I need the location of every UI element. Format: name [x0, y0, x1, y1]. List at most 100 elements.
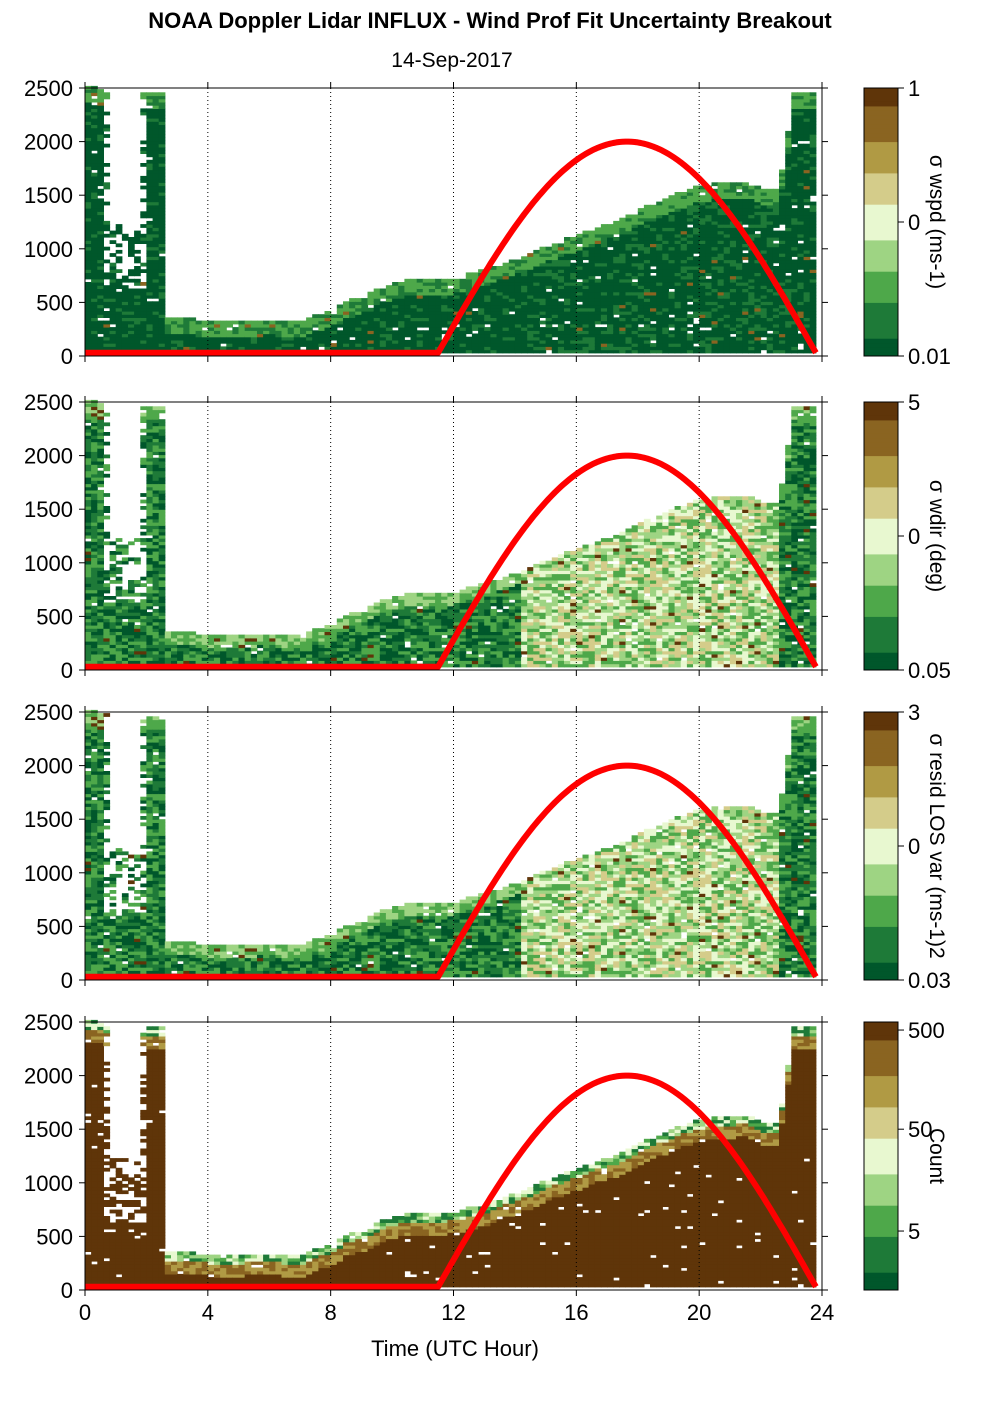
heatmap-cell — [91, 580, 98, 584]
heatmap-cell — [220, 346, 227, 350]
heatmap-cell — [386, 327, 393, 331]
heatmap-cell — [85, 580, 92, 584]
heatmap-cell — [140, 548, 147, 552]
heatmap-cell — [349, 298, 356, 302]
heatmap-cell — [159, 641, 166, 645]
heatmap-cell — [91, 461, 98, 465]
heatmap-cell — [515, 327, 522, 331]
heatmap-cell — [85, 147, 92, 151]
heatmap-cell — [140, 211, 147, 215]
heatmap-cell — [681, 227, 688, 231]
heatmap-cell — [699, 289, 706, 293]
heatmap-cell — [91, 186, 98, 190]
heatmap-cell — [263, 346, 270, 350]
heatmap-cell — [650, 308, 657, 312]
heatmap-cell — [632, 266, 639, 270]
heatmap-cell — [128, 237, 135, 241]
heatmap-cell — [650, 269, 657, 273]
heatmap-cell — [804, 289, 811, 293]
heatmap-cell — [134, 641, 141, 645]
colorbar-swatch — [864, 267, 898, 272]
heatmap-cell — [110, 622, 117, 626]
heatmap-cell — [97, 166, 104, 170]
heatmap-cell — [146, 147, 153, 151]
heatmap-cell — [146, 580, 153, 584]
heatmap-cell — [91, 147, 98, 151]
heatmap-cell — [638, 327, 645, 331]
heatmap-cell — [134, 561, 141, 565]
heatmap-cell — [644, 327, 651, 331]
heatmap-cell — [85, 622, 92, 626]
heatmap-cell — [533, 308, 540, 312]
heatmap-cell — [196, 321, 203, 325]
y-tick-label: 1000 — [24, 237, 73, 262]
heatmap-cell — [91, 208, 98, 212]
heatmap-cell — [97, 289, 104, 293]
heatmap-cell — [718, 346, 725, 350]
heatmap-cell — [122, 557, 129, 561]
heatmap-cell — [103, 112, 110, 116]
heatmap-cell — [712, 266, 719, 270]
heatmap-cell — [116, 586, 123, 590]
heatmap-cell — [748, 327, 755, 331]
heatmap-cell — [607, 250, 614, 254]
heatmap-cell — [103, 346, 110, 350]
heatmap-cell — [146, 660, 153, 664]
heatmap-cell — [607, 227, 614, 231]
heatmap-cell — [91, 480, 98, 484]
heatmap-cell — [91, 622, 98, 626]
heatmap-cell — [91, 153, 98, 157]
heatmap-cell — [214, 346, 221, 350]
heatmap-cell — [140, 583, 147, 587]
heatmap-cell — [214, 635, 221, 639]
heatmap-cell — [705, 346, 712, 350]
heatmap-cell — [196, 327, 203, 331]
colorbar-swatch — [864, 218, 898, 223]
heatmap-cell — [754, 227, 761, 231]
heatmap-cell — [140, 282, 147, 286]
heatmap-cell — [564, 266, 571, 270]
heatmap-cell — [85, 419, 92, 423]
heatmap-cell — [110, 266, 117, 270]
heatmap-cell — [97, 321, 104, 325]
heatmap-cell — [380, 289, 387, 293]
heatmap-cell — [754, 266, 761, 270]
heatmap-cell — [103, 311, 110, 315]
heatmap-cell — [675, 247, 682, 251]
heatmap-cell — [558, 266, 565, 270]
colorbar-swatch — [864, 182, 898, 187]
heatmap-cell — [576, 346, 583, 350]
heatmap-cell — [613, 247, 620, 251]
heatmap-cell — [134, 231, 141, 235]
heatmap-cell — [146, 160, 153, 164]
heatmap-cell — [239, 641, 246, 645]
heatmap-cell — [97, 541, 104, 545]
heatmap-cell — [779, 170, 786, 174]
heatmap-cell — [116, 580, 123, 584]
colorbar-swatch — [864, 204, 898, 209]
heatmap-cell — [146, 221, 153, 225]
heatmap-cell — [552, 243, 559, 247]
heatmap-cell — [669, 330, 676, 334]
heatmap-cell — [662, 198, 669, 202]
heatmap-cell — [429, 327, 436, 331]
heatmap-cell — [656, 202, 663, 206]
heatmap-cell — [282, 321, 289, 325]
heatmap-cell — [804, 208, 811, 212]
heatmap-cell — [804, 227, 811, 231]
heatmap-cell — [564, 237, 571, 241]
heatmap-cell — [103, 124, 110, 128]
heatmap-cell — [318, 327, 325, 331]
heatmap-cell — [331, 660, 338, 664]
heatmap-cell — [368, 346, 375, 350]
heatmap-cell — [140, 506, 147, 510]
colorbar-swatch — [864, 213, 898, 218]
heatmap-cell — [521, 256, 528, 260]
heatmap-cell — [294, 660, 301, 664]
heatmap-cell — [601, 247, 608, 251]
heatmap-cell — [97, 147, 104, 151]
heatmap-cell — [638, 227, 645, 231]
heatmap-cell — [681, 327, 688, 331]
heatmap-cell — [110, 346, 117, 350]
heatmap-cell — [503, 266, 510, 270]
